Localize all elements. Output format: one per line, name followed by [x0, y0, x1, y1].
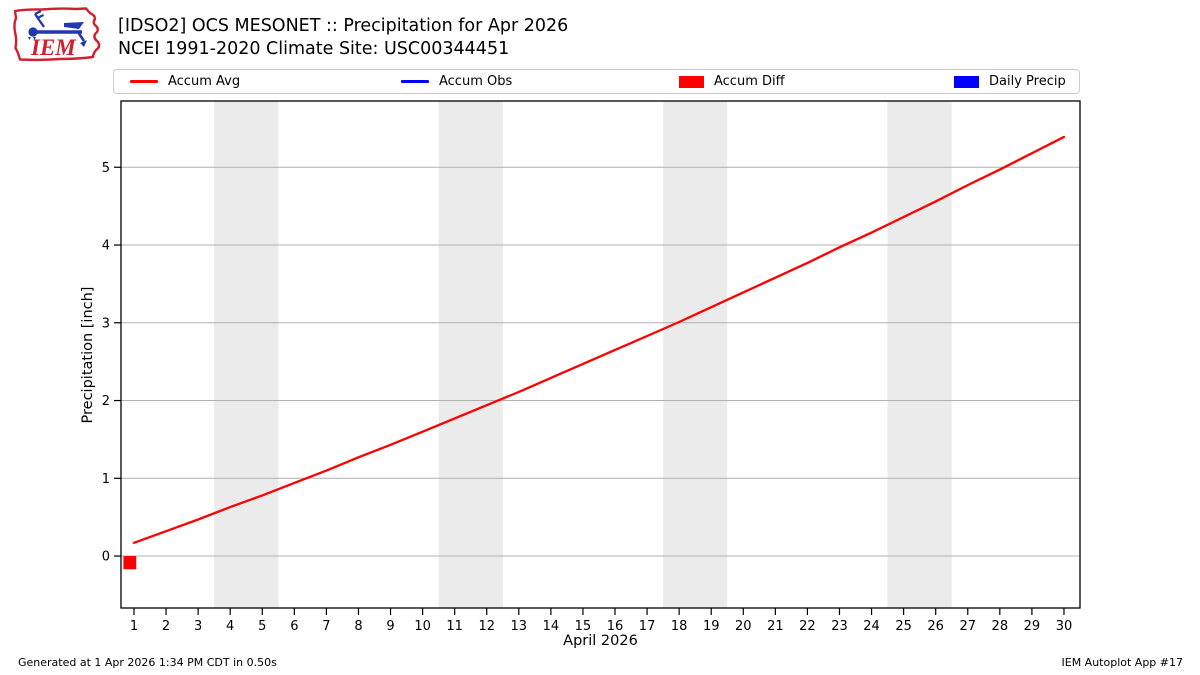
x-tick-label: 9: [386, 619, 394, 634]
x-tick-label: 12: [478, 619, 495, 634]
legend: Accum Avg Accum Obs Accum Diff Daily Precip: [113, 69, 1080, 94]
x-tick-label: 2: [162, 619, 170, 634]
iem-logo: IEM: [13, 7, 101, 62]
accum-avg-line: [132, 135, 1066, 544]
x-tick-label: 14: [543, 619, 560, 634]
iowa-outline: [13, 7, 101, 62]
y-tick-label: 3: [102, 316, 110, 331]
chart-title-block: [IDSO2] OCS MESONET :: Precipitation for…: [118, 15, 568, 61]
weekend-band: [214, 101, 279, 608]
x-tick-label: 16: [607, 619, 624, 634]
x-tick-label: 11: [446, 619, 463, 634]
legend-item-daily-precip: Daily Precip: [954, 70, 1066, 93]
x-tick-label: 10: [414, 619, 431, 634]
x-tick-label: 30: [1056, 619, 1073, 634]
legend-label: Accum Avg: [168, 74, 241, 89]
y-tick-label: 0: [102, 550, 110, 565]
legend-item-accum-obs: Accum Obs: [401, 70, 512, 93]
x-tick-label: 3: [194, 619, 202, 634]
x-tick-label: 22: [799, 619, 816, 634]
x-tick-label: 27: [959, 619, 976, 634]
legend-swatch: [130, 80, 158, 83]
legend-swatch: [954, 75, 979, 88]
x-tick-label: 7: [322, 619, 330, 634]
x-tick-label: 21: [767, 619, 784, 634]
legend-label: Daily Precip: [989, 74, 1066, 89]
y-tick-label: 5: [102, 161, 110, 176]
x-tick-label: 8: [354, 619, 362, 634]
weekend-band: [663, 101, 728, 608]
x-tick-label: 13: [511, 619, 528, 634]
x-tick-label: 19: [703, 619, 720, 634]
x-tick-label: 6: [290, 619, 298, 634]
x-tick-label: 1: [130, 619, 138, 634]
legend-swatch: [679, 75, 704, 88]
legend-item-accum-diff: Accum Diff: [679, 70, 785, 93]
legend-item-accum-avg: Accum Avg: [130, 70, 240, 93]
legend-label: Accum Diff: [714, 74, 785, 89]
x-tick-label: 28: [992, 619, 1009, 634]
weathervane-icon: [28, 10, 87, 47]
x-tick-label: 17: [639, 619, 656, 634]
y-tick-label: 2: [102, 394, 110, 409]
plot-border: [120, 100, 1081, 609]
y-axis-label: Precipitation [inch]: [80, 286, 96, 424]
x-tick-label: 23: [831, 619, 848, 634]
y-tick-label: 4: [102, 239, 110, 254]
logo-text: IEM: [30, 35, 77, 60]
x-tick-label: 26: [927, 619, 944, 634]
weekend-band: [438, 101, 503, 608]
generated-timestamp: Generated at 1 Apr 2026 1:34 PM CDT in 0…: [18, 656, 277, 669]
chart-subtitle: NCEI 1991-2020 Climate Site: USC00344451: [118, 39, 510, 59]
x-tick-label: 29: [1024, 619, 1041, 634]
chart-title: [IDSO2] OCS MESONET :: Precipitation for…: [118, 16, 569, 36]
x-axis-label: April 2026: [563, 633, 638, 649]
x-tick-label: 4: [226, 619, 234, 634]
x-tick-label: 20: [735, 619, 752, 634]
x-tick-label: 5: [258, 619, 266, 634]
legend-swatch: [401, 80, 429, 83]
accum-diff-bar: [123, 556, 137, 570]
x-tick-label: 18: [671, 619, 688, 634]
y-tick-label: 1: [102, 472, 110, 487]
weekend-band: [887, 101, 952, 608]
legend-label: Accum Obs: [439, 74, 513, 89]
x-tick-label: 24: [863, 619, 880, 634]
x-tick-label: 25: [895, 619, 912, 634]
x-tick-label: 15: [575, 619, 592, 634]
app-credit: IEM Autoplot App #17: [1061, 656, 1184, 669]
